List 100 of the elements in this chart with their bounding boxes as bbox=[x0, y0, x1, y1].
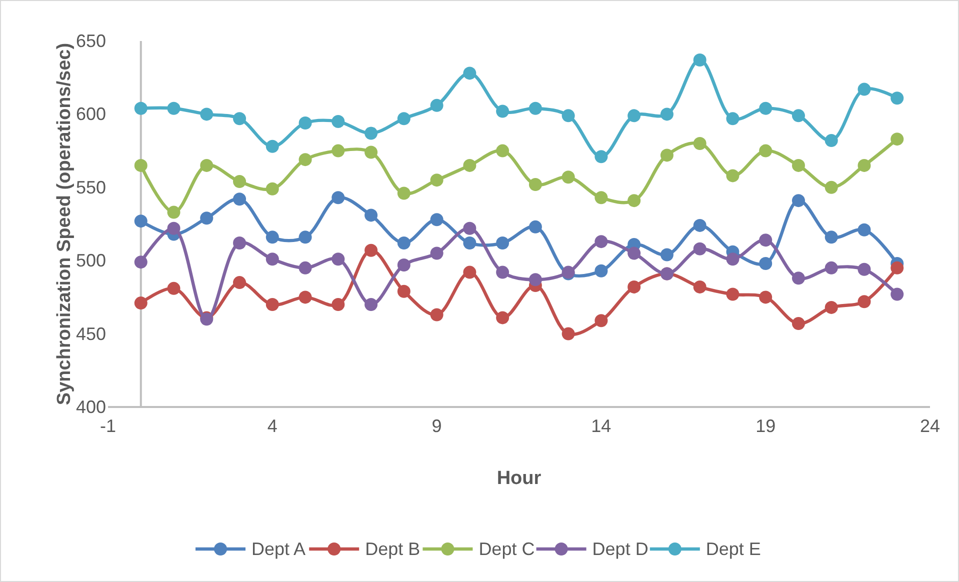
legend-label: Dept C bbox=[478, 539, 535, 559]
point bbox=[792, 272, 805, 285]
point bbox=[528, 178, 542, 191]
x-tick-label: 14 bbox=[591, 416, 612, 436]
point bbox=[824, 180, 838, 194]
point bbox=[397, 258, 410, 272]
point bbox=[759, 290, 772, 304]
point bbox=[858, 158, 871, 172]
point bbox=[628, 109, 641, 122]
x-tick-label: 4 bbox=[267, 416, 278, 436]
y-axis-title: Synchronization Speed (operations/sec) bbox=[54, 42, 75, 406]
point bbox=[298, 230, 312, 244]
point bbox=[890, 261, 904, 274]
point bbox=[430, 98, 444, 112]
point bbox=[200, 212, 214, 225]
x-axis-title: Hour bbox=[496, 468, 542, 489]
point bbox=[496, 266, 510, 279]
point bbox=[792, 317, 805, 330]
point bbox=[430, 174, 444, 187]
point bbox=[233, 276, 246, 290]
point bbox=[463, 266, 476, 279]
point bbox=[890, 288, 904, 301]
point bbox=[562, 109, 575, 122]
point bbox=[134, 158, 148, 172]
point bbox=[628, 280, 641, 294]
point bbox=[134, 102, 148, 115]
point bbox=[167, 282, 180, 295]
x-tick-label: 9 bbox=[432, 416, 442, 436]
point bbox=[660, 108, 674, 121]
point bbox=[397, 284, 410, 298]
point bbox=[594, 314, 608, 328]
legend-label: Dept A bbox=[252, 539, 306, 559]
point bbox=[890, 92, 904, 105]
point bbox=[266, 298, 279, 312]
point bbox=[167, 206, 180, 219]
point bbox=[693, 242, 706, 256]
point bbox=[792, 158, 805, 172]
y-tick-label: 600 bbox=[76, 104, 106, 124]
point bbox=[134, 214, 148, 228]
point bbox=[397, 112, 410, 126]
point bbox=[792, 109, 805, 122]
point bbox=[167, 222, 180, 235]
point bbox=[298, 290, 312, 304]
point bbox=[233, 236, 246, 250]
point bbox=[463, 158, 476, 172]
x-tick-label: 24 bbox=[920, 416, 940, 436]
point bbox=[693, 136, 706, 150]
point bbox=[397, 186, 410, 200]
point bbox=[693, 280, 706, 294]
point bbox=[562, 170, 575, 184]
point bbox=[824, 134, 838, 148]
point bbox=[890, 132, 904, 146]
point bbox=[528, 273, 542, 286]
point bbox=[726, 112, 740, 126]
point bbox=[364, 208, 378, 222]
point bbox=[858, 295, 871, 308]
legend-label: Dept D bbox=[592, 539, 648, 559]
point bbox=[298, 116, 312, 130]
point bbox=[332, 115, 345, 128]
point bbox=[233, 112, 246, 126]
point bbox=[266, 230, 279, 244]
point bbox=[792, 194, 805, 208]
point bbox=[726, 252, 740, 266]
point bbox=[824, 230, 838, 244]
y-tick-label: 550 bbox=[76, 177, 106, 198]
point bbox=[266, 182, 279, 196]
point bbox=[397, 236, 410, 250]
point bbox=[660, 148, 674, 162]
point bbox=[759, 144, 772, 158]
legend-label: Dept E bbox=[706, 539, 761, 559]
point bbox=[233, 192, 246, 206]
point bbox=[759, 234, 772, 247]
point bbox=[364, 298, 378, 312]
point bbox=[759, 102, 772, 115]
point bbox=[167, 102, 180, 115]
point bbox=[266, 140, 279, 153]
point bbox=[528, 102, 542, 115]
point bbox=[332, 252, 345, 266]
point bbox=[364, 146, 378, 159]
point bbox=[594, 150, 608, 164]
point bbox=[266, 252, 279, 266]
point bbox=[528, 220, 542, 234]
point bbox=[332, 298, 345, 312]
point bbox=[496, 236, 510, 250]
point bbox=[496, 311, 510, 324]
point bbox=[693, 218, 706, 232]
point bbox=[430, 246, 444, 260]
y-tick-label: 500 bbox=[76, 250, 106, 271]
point bbox=[200, 108, 214, 121]
point bbox=[463, 222, 476, 235]
point bbox=[660, 248, 674, 262]
point bbox=[628, 246, 641, 260]
point bbox=[134, 256, 148, 269]
point bbox=[594, 264, 608, 278]
point bbox=[726, 169, 740, 182]
point bbox=[693, 54, 706, 67]
point bbox=[858, 262, 871, 276]
point bbox=[430, 213, 444, 226]
point bbox=[364, 126, 378, 140]
point bbox=[594, 191, 608, 204]
